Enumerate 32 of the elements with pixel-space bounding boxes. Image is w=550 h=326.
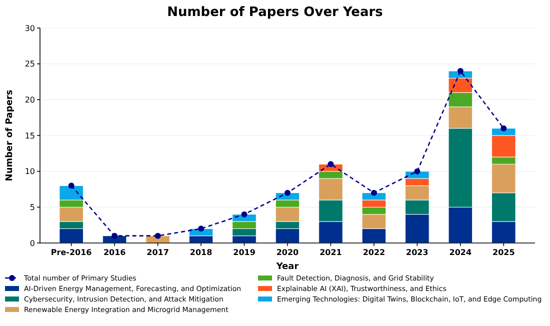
x-axis-title: Year: [275, 262, 300, 272]
y-tick-label: 30: [24, 24, 35, 33]
point: [284, 190, 290, 196]
point: [154, 232, 161, 239]
x-tick-label: 2020: [276, 248, 300, 257]
x-tick-label: 2025: [492, 248, 516, 257]
point: [198, 226, 204, 232]
point: [68, 182, 74, 189]
x-tick-label: 2023: [406, 248, 428, 257]
chart-title: Number of Papers Over Years: [167, 5, 384, 20]
y-tick-label: 15: [24, 131, 35, 140]
y-tick-label: 5: [30, 202, 35, 212]
x-tick-label: 2022: [362, 248, 386, 257]
x-tick-label: 2018: [190, 248, 213, 257]
x-tick-label: 2017: [146, 248, 169, 257]
x-tick-label: 2019: [233, 248, 256, 257]
x-tick-label: Pre-2016: [50, 248, 92, 257]
point: [112, 232, 118, 239]
x-tick-label: 2016: [103, 248, 126, 257]
x-tick-label: 2024: [449, 248, 472, 257]
point: [500, 125, 507, 132]
point: [414, 168, 420, 174]
point: [370, 190, 377, 196]
point: [328, 161, 334, 168]
y-tick-label: 0: [30, 238, 35, 248]
y-tick-label: 10: [24, 167, 35, 176]
point: [241, 211, 248, 218]
x-tick-label: 2021: [320, 248, 342, 257]
y-tick-label: 20: [24, 95, 35, 104]
y-axis-title: Number of Papers: [5, 90, 15, 182]
point: [457, 68, 464, 74]
y-tick-label: 25: [24, 60, 35, 69]
